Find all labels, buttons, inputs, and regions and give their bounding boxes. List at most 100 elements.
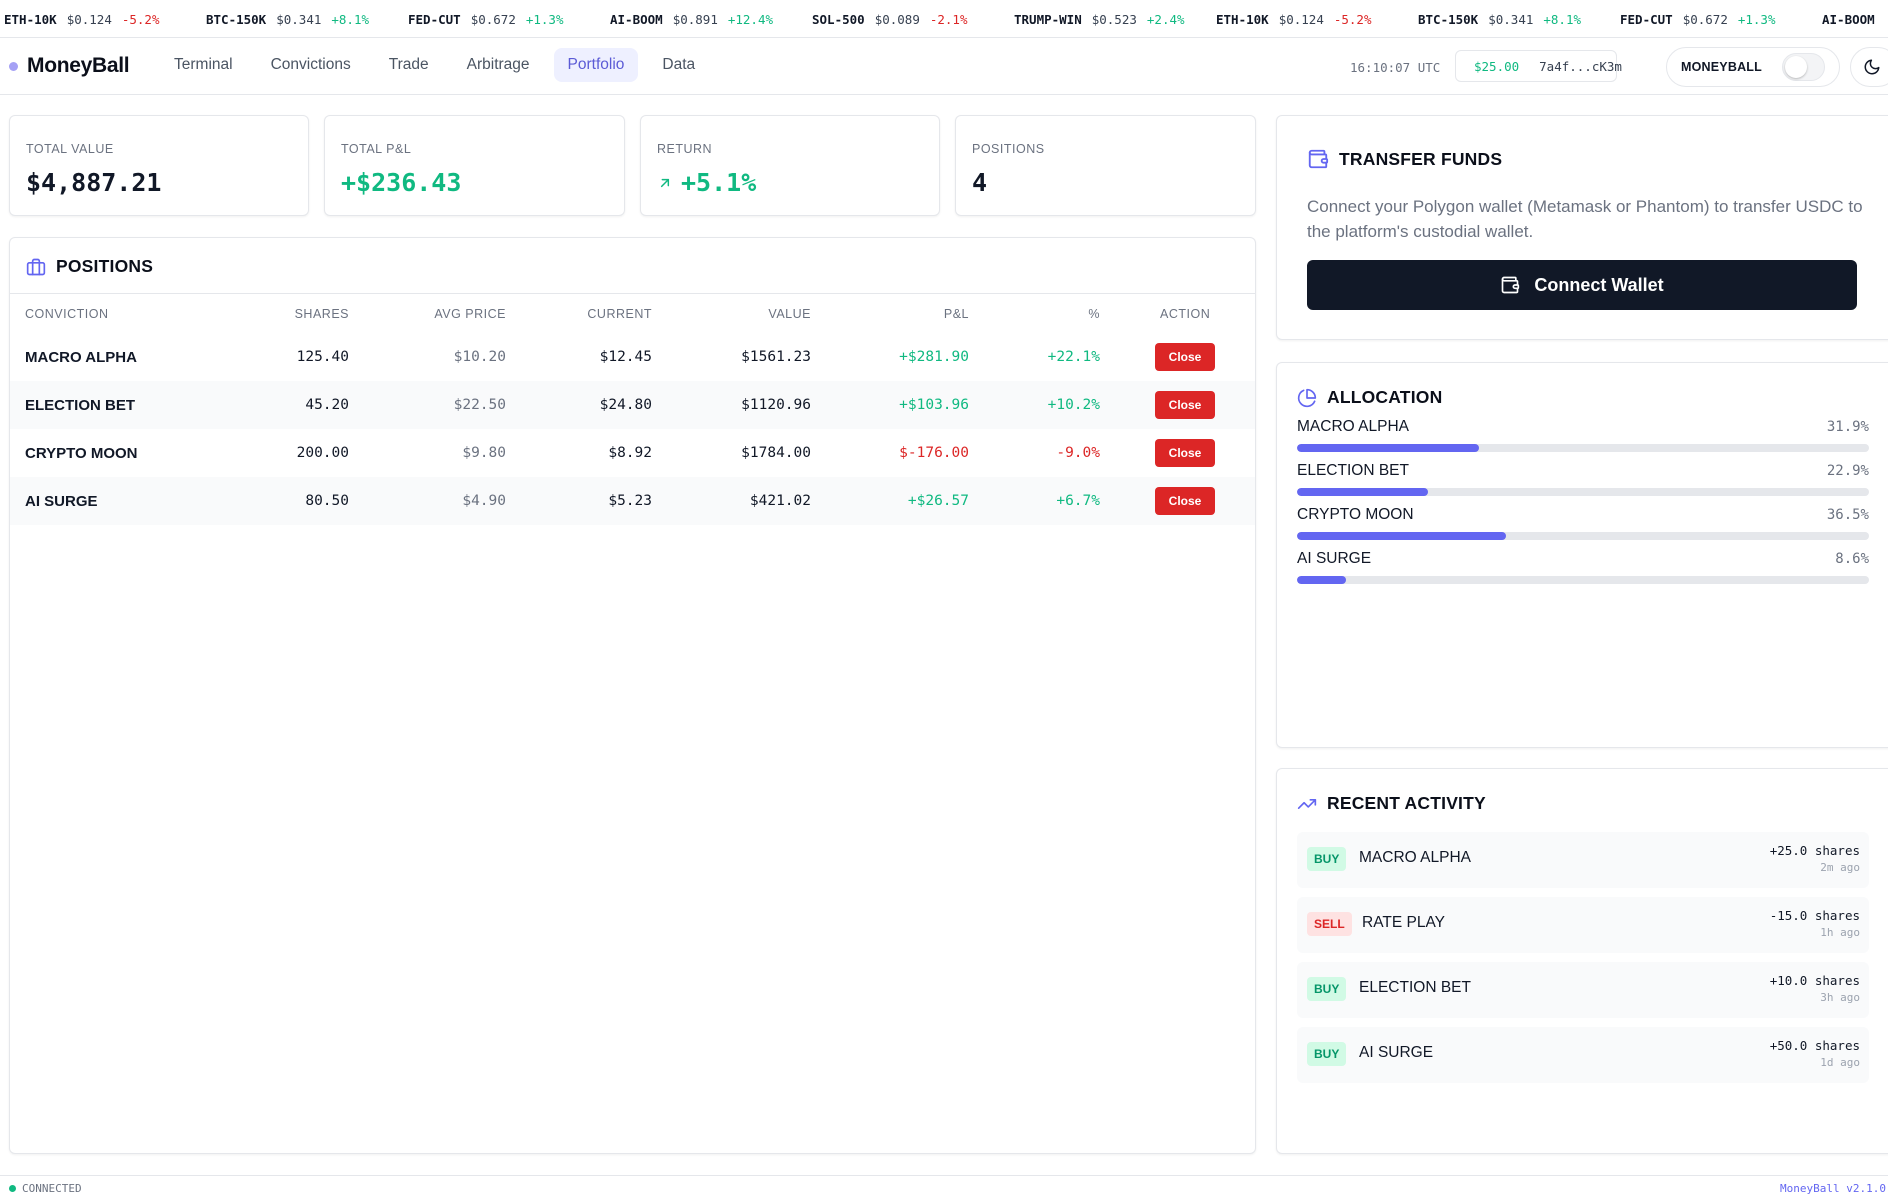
position-pnl: +$281.90 <box>899 349 969 365</box>
ticker-change: +1.3% <box>525 11 564 27</box>
ticker-symbol: ETH-10K <box>1216 11 1269 27</box>
ticker-change: +1.3% <box>1737 11 1776 27</box>
activity-name: MACRO ALPHA <box>1359 849 1471 866</box>
stat-card-return: RETURN +5.1% <box>640 115 940 216</box>
activity-item[interactable]: SELL RATE PLAY -15.0 shares 1h ago <box>1297 897 1869 953</box>
ticker-symbol: ETH-10K <box>4 11 57 27</box>
ticker-price: $0.089 <box>874 11 920 27</box>
activity-item[interactable]: BUY ELECTION BET +10.0 shares 3h ago <box>1297 962 1869 1018</box>
close-position-button[interactable]: Close <box>1155 343 1215 371</box>
ticker-symbol: AI-BOOM <box>1822 11 1875 27</box>
position-shares: 125.40 <box>296 349 349 365</box>
stat-label: POSITIONS <box>972 142 1045 156</box>
close-position-button[interactable]: Close <box>1155 439 1215 467</box>
activity-item[interactable]: BUY AI SURGE +50.0 shares 1d ago <box>1297 1027 1869 1083</box>
wallet-chip[interactable]: $25.00 7a4f...cK3m <box>1455 50 1622 82</box>
ticker-item[interactable]: TRUMP-WIN $0.523 +2.4% <box>1014 12 1212 27</box>
activity-qty: +10.0 shares <box>1769 973 1860 988</box>
allocation-bar-fill <box>1297 488 1428 496</box>
position-avg-price: $10.20 <box>453 349 506 365</box>
ticker-symbol: SOL-500 <box>812 11 865 27</box>
transfer-title: TRANSFER FUNDS <box>1307 148 1502 170</box>
col-pnl: P&L <box>943 306 969 321</box>
col-action: ACTION <box>1160 306 1211 321</box>
nav-link-convictions[interactable]: Convictions <box>270 56 351 73</box>
table-row: MACRO ALPHA 125.40 $10.20 $12.45 $1561.23 +$2… <box>10 333 1255 381</box>
position-shares: 80.50 <box>305 493 349 509</box>
theme-toggle-button[interactable] <box>1850 47 1888 87</box>
allocation-bar-fill <box>1297 576 1347 584</box>
position-avg-price: $9.80 <box>462 445 506 461</box>
ticker-price: $0.341 <box>276 11 322 27</box>
connect-wallet-label: Connect Wallet <box>1534 274 1664 295</box>
position-avg-price: $22.50 <box>453 397 506 413</box>
utc-clock: 16:10:07 UTC <box>1350 60 1441 75</box>
transfer-title-text: TRANSFER FUNDS <box>1339 148 1503 169</box>
allocation-pct: 31.9% <box>1826 419 1869 435</box>
allocation-bar <box>1297 576 1869 584</box>
close-position-button[interactable]: Close <box>1155 391 1215 419</box>
ticker-symbol: BTC-150K <box>206 11 267 27</box>
nav-link-portfolio[interactable]: Portfolio <box>553 48 639 82</box>
position-name: AI SURGE <box>25 492 98 510</box>
activity-item[interactable]: BUY MACRO ALPHA +25.0 shares 2m ago <box>1297 832 1869 888</box>
nav-link-terminal[interactable]: Terminal <box>174 56 233 73</box>
allocation-pct: 22.9% <box>1826 463 1869 479</box>
positions-panel: POSITIONS CONVICTION SHARES AVG PRICE CU… <box>9 237 1256 1154</box>
col-shares: SHARES <box>294 306 349 321</box>
stat-label: RETURN <box>657 142 713 156</box>
ticker-symbol: FED-CUT <box>408 11 461 27</box>
moneyball-mode-toggle[interactable]: MONEYBALL <box>1666 47 1840 87</box>
ticker-item[interactable]: FED-CUT $0.672 +1.3% <box>1620 12 1818 27</box>
position-current: $24.80 <box>599 397 652 413</box>
mode-switch[interactable] <box>1781 53 1825 81</box>
position-pct: +10.2% <box>1047 397 1100 413</box>
ticker-change: +8.1% <box>331 11 370 27</box>
allocation-title: ALLOCATION <box>1297 387 1442 408</box>
ticker-price: $0.523 <box>1091 11 1137 27</box>
ticker-price: $0.124 <box>1278 11 1324 27</box>
brand[interactable]: MoneyBall <box>9 54 130 78</box>
briefcase-icon <box>26 258 46 275</box>
price-ticker: ETH-10K $0.124 -5.2% BTC-150K $0.341 +8.1% FED… <box>0 0 1888 38</box>
ticker-item[interactable]: AI-BOOM <box>1822 12 1888 27</box>
activity-time: 1h ago <box>1820 926 1860 939</box>
ticker-item[interactable]: SOL-500 $0.089 -2.1% <box>812 12 1010 27</box>
ticker-item[interactable]: BTC-150K $0.341 +8.1% <box>1418 12 1616 27</box>
nav-link-arbitrage[interactable]: Arbitrage <box>466 56 530 73</box>
position-pnl: +$103.96 <box>899 397 969 413</box>
activity-time: 1d ago <box>1820 1056 1860 1069</box>
allocation-bar <box>1297 444 1869 452</box>
nav-link-trade[interactable]: Trade <box>388 56 429 73</box>
ticker-item[interactable]: FED-CUT $0.672 +1.3% <box>408 12 606 27</box>
allocation-pct: 8.6% <box>1835 551 1869 567</box>
ticker-item[interactable]: AI-BOOM $0.891 +12.4% <box>610 12 808 27</box>
ticker-item[interactable]: BTC-150K $0.341 +8.1% <box>206 12 404 27</box>
ticker-item[interactable]: ETH-10K $0.124 -5.2% <box>1216 12 1414 27</box>
activity-title-text: RECENT ACTIVITY <box>1327 793 1486 813</box>
stat-card-total-pnl: TOTAL P&L +$236.43 <box>324 115 625 216</box>
ticker-price: $0.891 <box>672 11 718 27</box>
ticker-change: -2.1% <box>929 11 968 27</box>
allocation-panel: ALLOCATION MACRO ALPHA 31.9% ELECTION BET 2… <box>1276 362 1888 748</box>
close-position-button[interactable]: Close <box>1155 487 1215 515</box>
allocation-bar <box>1297 488 1869 496</box>
activity-name: ELECTION BET <box>1359 979 1471 996</box>
ticker-symbol: FED-CUT <box>1620 11 1673 27</box>
col-value: VALUE <box>768 306 811 321</box>
position-shares: 200.00 <box>296 445 349 461</box>
buy-badge: BUY <box>1307 847 1347 871</box>
top-navbar: MoneyBall Terminal Convictions Trade Arb… <box>0 38 1888 95</box>
nav-link-data[interactable]: Data <box>662 56 696 73</box>
stat-label: TOTAL VALUE <box>26 142 114 156</box>
ticker-item[interactable]: ETH-10K $0.124 -5.2% <box>4 12 202 27</box>
stat-value: +$236.43 <box>341 168 462 197</box>
col-pct: % <box>1088 306 1100 321</box>
ticker-symbol: AI-BOOM <box>610 11 663 27</box>
moon-icon <box>1864 59 1880 75</box>
stat-card-positions: POSITIONS 4 <box>955 115 1256 216</box>
position-pct: -9.0% <box>1056 445 1100 461</box>
ticker-change: +12.4% <box>727 11 773 27</box>
connect-wallet-button[interactable]: Connect Wallet <box>1307 260 1857 310</box>
positions-title: POSITIONS <box>26 256 153 277</box>
